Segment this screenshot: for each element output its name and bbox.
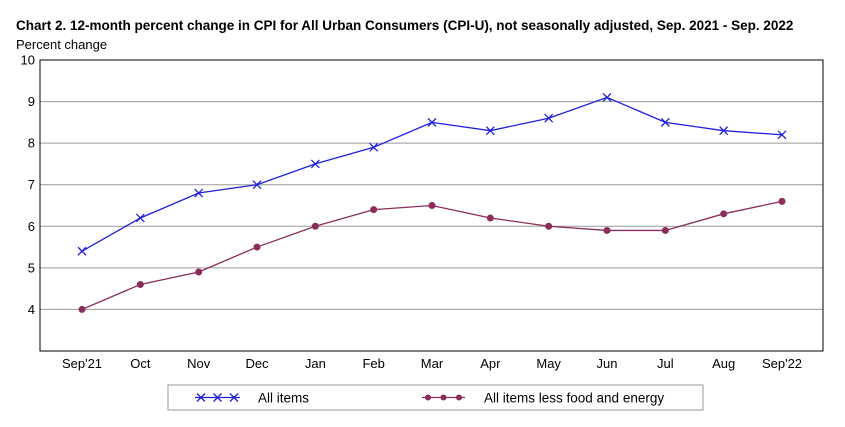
all-items-point — [194, 188, 204, 198]
core-point — [78, 305, 86, 313]
core-point — [661, 226, 669, 234]
x-tick-label: Mar — [421, 356, 444, 371]
x-tick-label: Sep'22 — [762, 356, 802, 371]
all-items-line — [81, 96, 783, 252]
all-items-point — [777, 130, 787, 140]
core-point — [428, 202, 436, 209]
y-tick-label: 6 — [28, 219, 35, 234]
core-point — [720, 210, 728, 218]
legend-label: All items — [258, 391, 309, 406]
core-point — [486, 214, 494, 222]
core-point — [545, 222, 553, 230]
core-point — [311, 222, 319, 230]
all-items-point — [369, 142, 379, 152]
core-point — [136, 280, 144, 288]
all-items-point — [252, 180, 262, 190]
x-tick-label: Feb — [362, 356, 384, 371]
all-items-point — [77, 246, 87, 256]
legend-marker — [213, 393, 222, 402]
all-items-point — [602, 92, 612, 102]
all-items-point — [544, 113, 554, 123]
all-items-point — [135, 213, 145, 223]
core-line — [81, 200, 783, 311]
y-axis-label: Percent change — [16, 37, 108, 52]
all-items-point — [660, 117, 670, 127]
legend-item-all-items: All items — [195, 391, 309, 406]
x-tick-label: Jul — [657, 356, 674, 371]
all-items-point — [719, 126, 729, 136]
chart-title: Chart 2. 12-month percent change in CPI … — [16, 18, 794, 33]
legend-marker — [425, 394, 431, 401]
core-point — [778, 197, 786, 205]
x-tick-label: Aug — [712, 356, 735, 371]
y-tick-label: 9 — [28, 94, 35, 109]
x-tick-label: Apr — [480, 356, 501, 371]
y-tick-label: 4 — [28, 302, 35, 317]
legend-marker — [456, 394, 462, 401]
legend-item-core: All items less food and energy — [422, 391, 664, 406]
core-point — [603, 226, 611, 234]
all-items-point — [427, 117, 437, 127]
x-tick-label: Dec — [245, 356, 269, 371]
legend-marker — [440, 394, 447, 401]
legend-label: All items less food and energy — [484, 391, 664, 406]
y-tick-label: 5 — [28, 260, 35, 275]
plot-area — [39, 59, 824, 352]
x-tick-label: Jun — [597, 356, 618, 371]
core-point — [253, 243, 261, 251]
all-items-point — [485, 126, 495, 136]
y-tick-label: 7 — [28, 177, 35, 192]
legend-marker — [229, 393, 239, 402]
legend-marker — [196, 393, 206, 402]
x-tick-label: Jan — [305, 356, 326, 371]
core-point — [370, 206, 378, 214]
y-tick-label: 8 — [28, 136, 35, 151]
y-tick-label: 10 — [21, 53, 35, 68]
x-tick-label: Sep'21 — [62, 356, 102, 371]
all-items-point — [310, 159, 320, 169]
x-tick-label: May — [536, 356, 561, 371]
x-tick-label: Nov — [187, 356, 211, 371]
x-tick-label: Oct — [130, 356, 151, 371]
core-point — [195, 268, 203, 276]
